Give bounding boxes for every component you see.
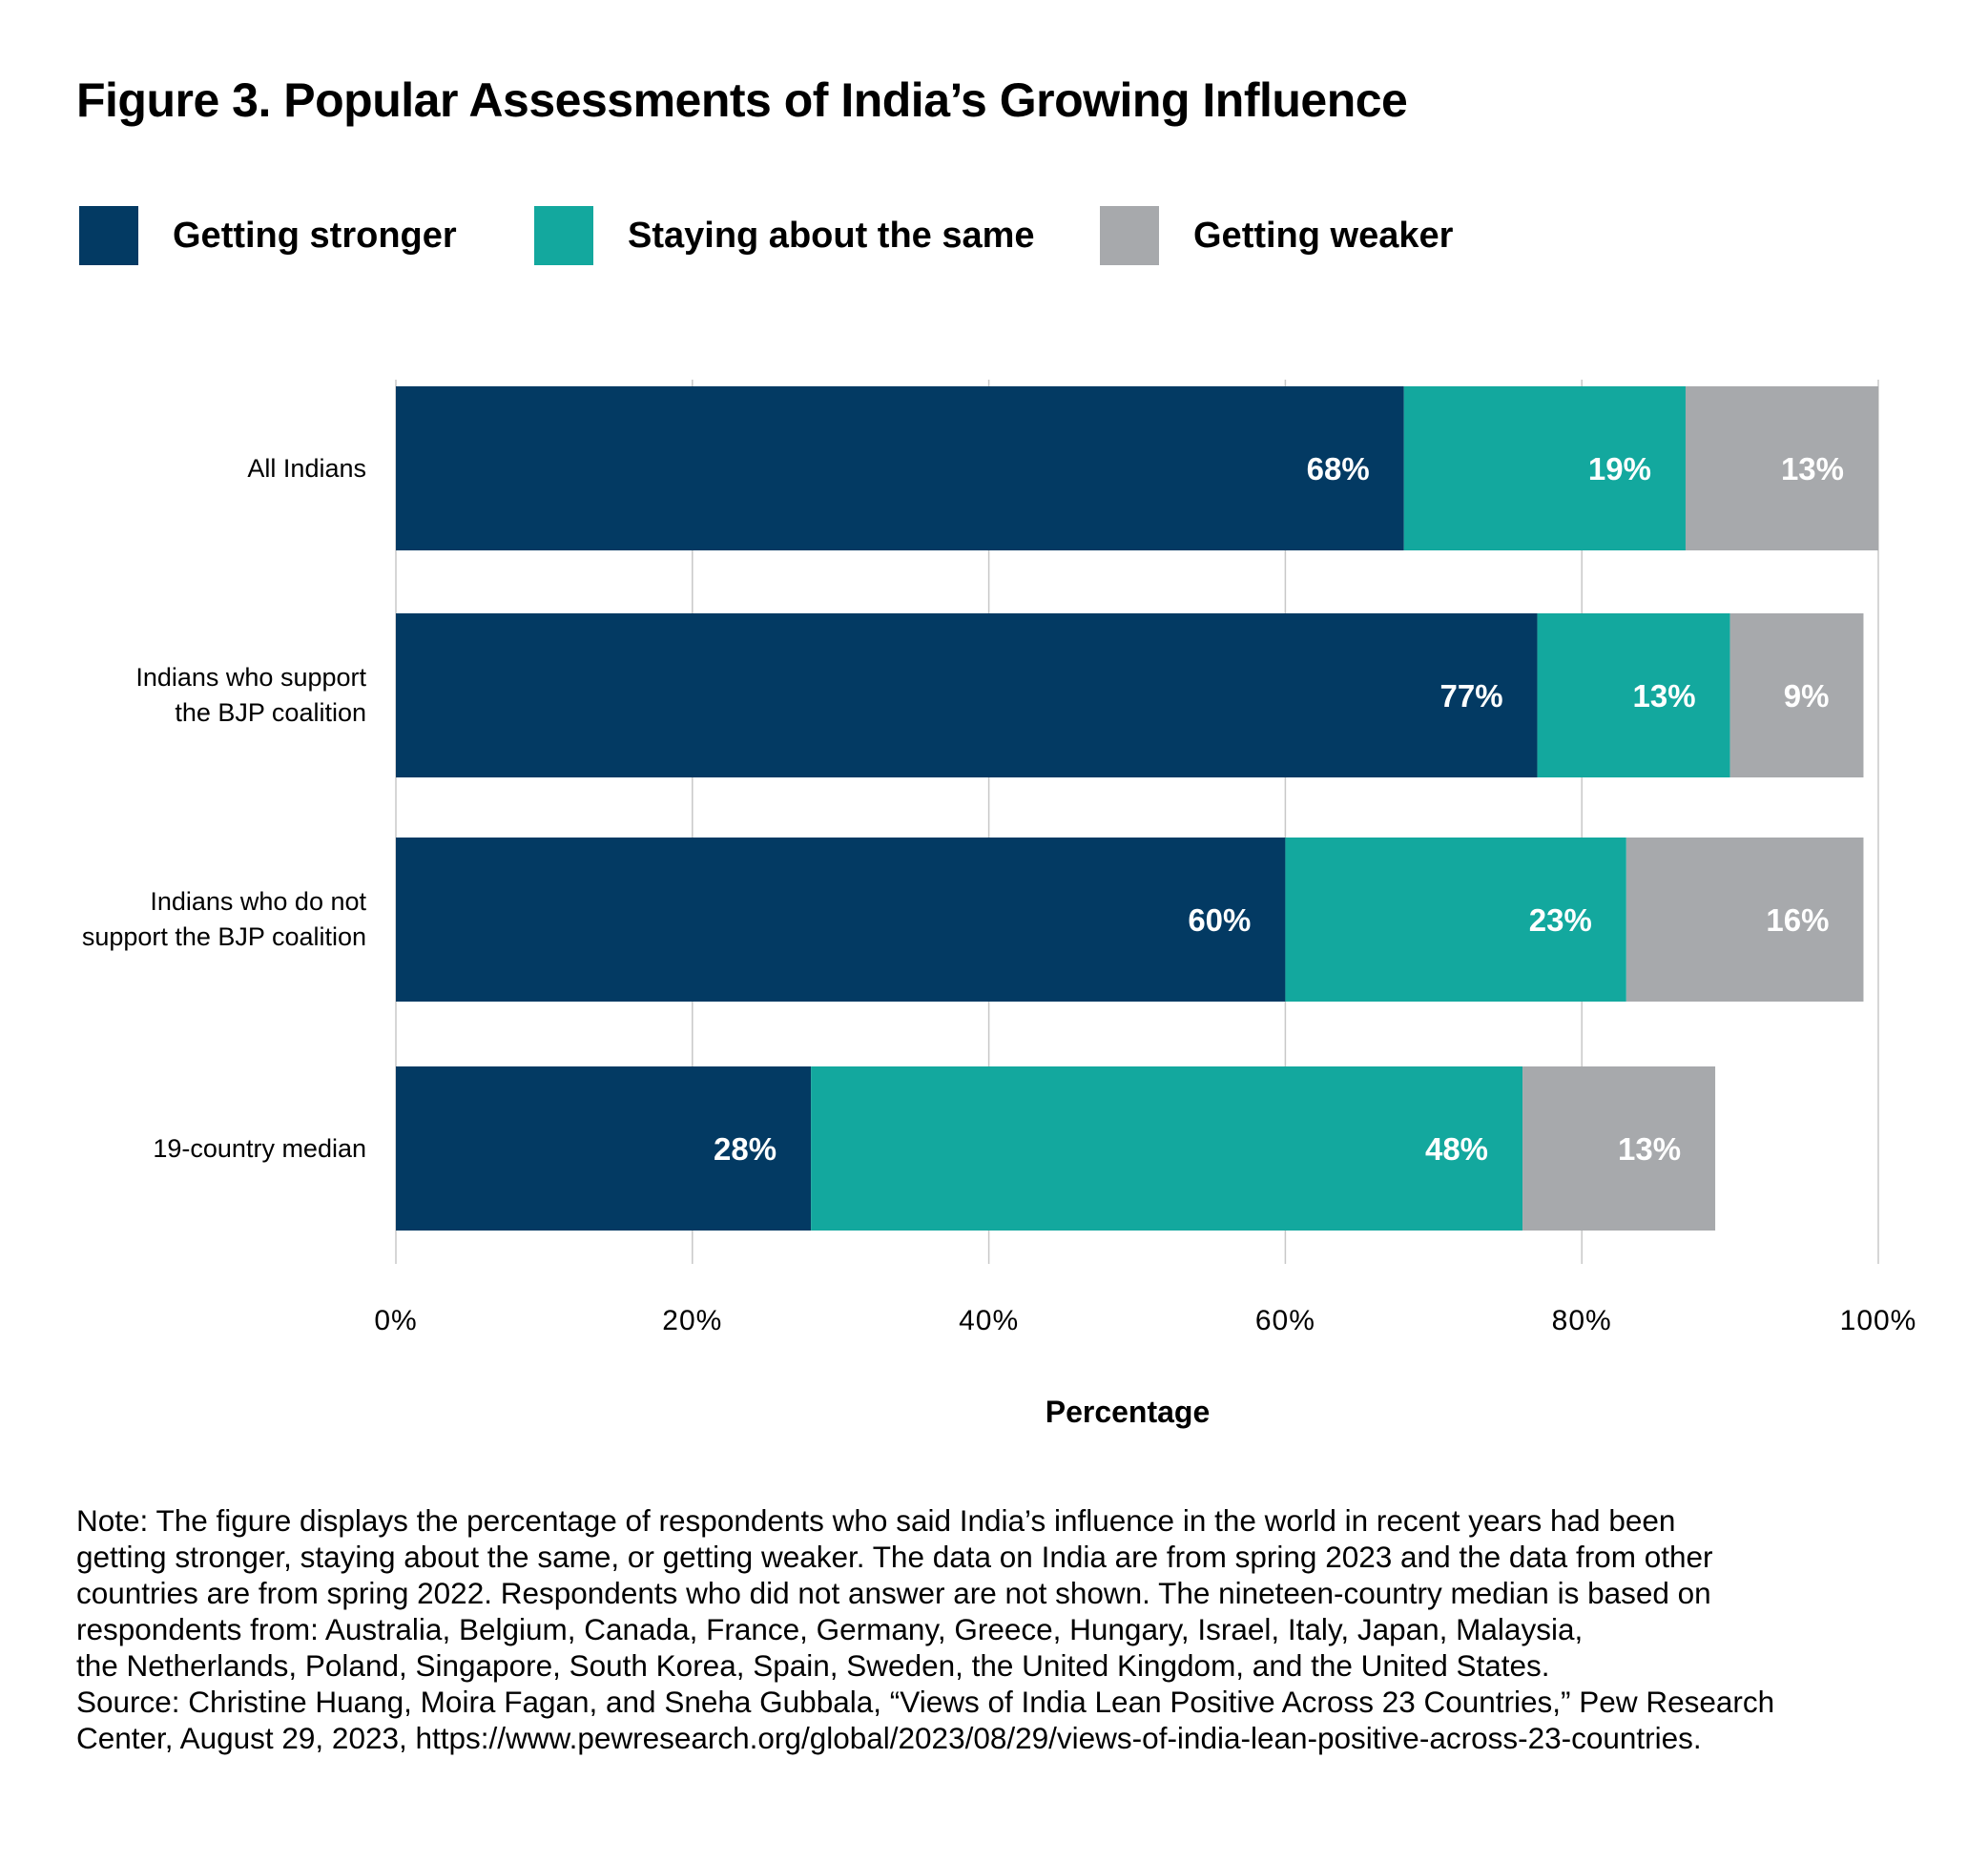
category-label: All Indians — [247, 451, 366, 486]
x-tick-label: 20% — [662, 1305, 723, 1336]
notes: Note: The figure displays the percentage… — [76, 1502, 1975, 1756]
bar-segment — [396, 1066, 812, 1231]
bar-segment — [811, 1066, 1523, 1231]
chart-title: Figure 3. Popular Assessments of India’s… — [76, 73, 1408, 127]
data-label: 16% — [1766, 902, 1829, 938]
data-label: 19% — [1588, 451, 1651, 486]
category-label-line: 19-country median — [153, 1133, 366, 1163]
data-label: 60% — [1188, 902, 1251, 938]
x-tick-label: 100% — [1839, 1305, 1917, 1336]
category-label-line: the BJP coalition — [175, 698, 366, 727]
category-label: Indians who do not support the BJP coalit… — [82, 884, 366, 955]
category-label: 19-country median — [153, 1131, 366, 1167]
data-label: 68% — [1307, 451, 1370, 486]
data-label: 48% — [1425, 1131, 1488, 1167]
category-label-line: Indians who support — [135, 663, 366, 692]
data-label: 23% — [1529, 902, 1592, 938]
bar-segment — [1403, 386, 1686, 550]
note-line: Source: Christine Huang, Moira Fagan, an… — [76, 1685, 1775, 1719]
bar-segment — [1685, 386, 1878, 550]
note-line: respondents from: Australia, Belgium, Ca… — [76, 1612, 1584, 1646]
legend-label: Getting stronger — [173, 215, 457, 256]
note-line: getting stronger, staying about the same… — [76, 1540, 1713, 1574]
bar-segment — [396, 386, 1404, 550]
legend-swatch — [79, 206, 138, 265]
category-label-line: support the BJP coalition — [81, 922, 366, 951]
category-label: Indians who support the BJP coalition — [135, 660, 366, 731]
bar-segment — [1522, 1066, 1716, 1231]
legend-label: Staying about the same — [628, 215, 1035, 256]
data-label: 77% — [1440, 678, 1503, 714]
data-label: 9% — [1784, 678, 1830, 714]
x-tick-label: 80% — [1551, 1305, 1612, 1336]
note-line: Note: The figure displays the percentage… — [76, 1503, 1676, 1538]
bar-segment — [1626, 838, 1864, 1002]
note-line: countries are from spring 2022. Responde… — [76, 1576, 1711, 1610]
x-tick-label: 60% — [1254, 1305, 1315, 1336]
x-tick-label: 40% — [959, 1305, 1020, 1336]
legend-swatch — [534, 206, 593, 265]
legend-item: Getting weaker — [1100, 206, 1453, 265]
note-line: Center, August 29, 2023, https://www.pew… — [76, 1721, 1702, 1755]
data-label: 13% — [1633, 678, 1696, 714]
bar-segment — [1285, 838, 1626, 1002]
data-label: 13% — [1618, 1131, 1681, 1167]
data-label: 13% — [1781, 451, 1844, 486]
bar-segment — [1729, 613, 1864, 777]
x-axis-label: Percentage — [1045, 1395, 1211, 1429]
category-label-line: Indians who do not — [150, 887, 366, 916]
category-label-line: All Indians — [247, 453, 366, 483]
note-line: the Netherlands, Poland, Singapore, Sout… — [76, 1648, 1550, 1683]
legend-item: Getting stronger — [79, 206, 457, 265]
legend-label: Getting weaker — [1193, 215, 1454, 256]
legend-swatch — [1100, 206, 1159, 265]
legend-item: Staying about the same — [534, 206, 1035, 265]
bar-segment — [396, 838, 1286, 1002]
bar-segment — [396, 613, 1538, 777]
bar-segment — [1537, 613, 1730, 777]
x-tick-label: 0% — [374, 1305, 418, 1336]
data-label: 28% — [714, 1131, 777, 1167]
